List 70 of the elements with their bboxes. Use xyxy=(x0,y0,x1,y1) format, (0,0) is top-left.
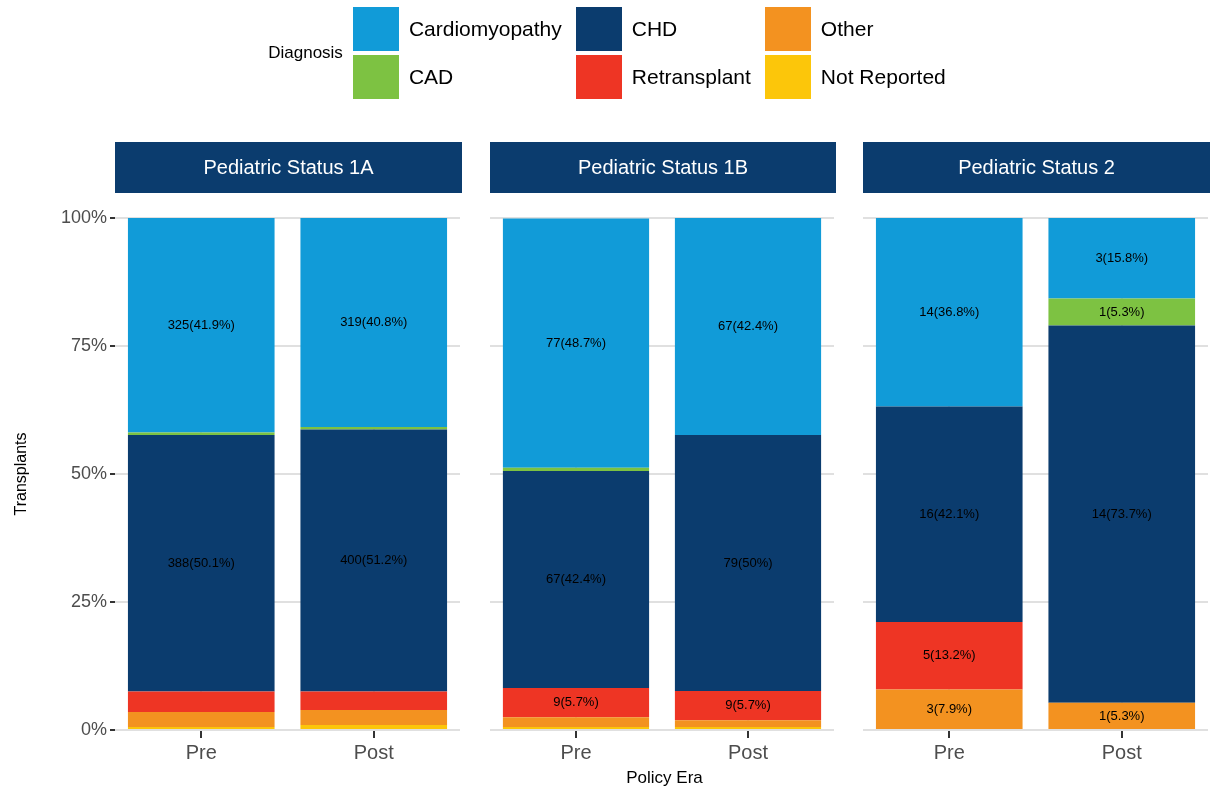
bar xyxy=(127,726,275,729)
data-label: 67(42.4%) xyxy=(718,318,778,334)
data-label: 1(5.3%) xyxy=(1098,303,1145,319)
data-label: 77(48.7%) xyxy=(546,334,606,350)
bar xyxy=(300,691,448,711)
bar xyxy=(1048,702,1196,729)
y-tick-label: 75% xyxy=(70,334,107,355)
data-label: 16(42.1%) xyxy=(919,505,980,521)
legend-label: Other xyxy=(820,17,874,41)
bar xyxy=(300,218,448,427)
data-label: 1(5.3%) xyxy=(1098,707,1145,723)
bar xyxy=(502,688,650,718)
bar xyxy=(127,691,275,713)
bar xyxy=(127,435,275,692)
legend-label: Not Reported xyxy=(820,65,946,89)
y-tick-label: 0% xyxy=(80,718,107,739)
bar xyxy=(502,470,650,689)
y-axis-title: Transplants xyxy=(12,432,30,516)
data-label: 388(50.1%) xyxy=(167,554,235,570)
data-label: 14(36.8%) xyxy=(919,303,980,319)
bar xyxy=(674,218,822,436)
x-tick-label: Post xyxy=(1101,740,1143,763)
legend-label: CAD xyxy=(408,65,454,89)
bar xyxy=(674,720,822,727)
bar xyxy=(502,726,650,729)
bar xyxy=(1048,325,1196,703)
data-label: 3(7.9%) xyxy=(926,700,973,716)
bar xyxy=(502,218,650,468)
chart-title: Pediatric Status 1B xyxy=(490,142,836,193)
bar xyxy=(674,691,822,721)
legend-label: Cardiomyopathy xyxy=(408,17,562,41)
bar xyxy=(300,710,448,725)
bar xyxy=(875,406,1023,622)
bar xyxy=(502,717,650,727)
x-tick-label: Pre xyxy=(560,740,592,763)
y-tick-label: 25% xyxy=(70,590,107,611)
bar xyxy=(502,467,650,471)
data-label: 319(40.8%) xyxy=(340,314,408,330)
legend-label: Retransplant xyxy=(631,65,751,89)
data-label: 400(51.2%) xyxy=(340,552,408,568)
x-axis-title: Policy Era xyxy=(625,768,704,788)
bar xyxy=(300,429,448,692)
data-label: 79(50%) xyxy=(723,554,773,570)
bar xyxy=(875,621,1023,690)
bar xyxy=(127,712,275,727)
x-tick-label: Post xyxy=(727,740,769,763)
bar xyxy=(300,724,448,729)
x-tick-label: Post xyxy=(353,740,395,763)
chart-title: Pediatric Status 2 xyxy=(863,142,1210,193)
bar xyxy=(875,218,1023,407)
data-label: 67(42.4%) xyxy=(546,571,606,587)
chart-title: Pediatric Status 1A xyxy=(115,142,462,193)
bar xyxy=(875,689,1023,729)
bar xyxy=(674,726,822,729)
data-label: 9(5.7%) xyxy=(725,697,771,713)
data-label: 5(13.2%) xyxy=(922,647,976,663)
data-label: 9(5.7%) xyxy=(553,694,599,710)
bar xyxy=(1048,218,1196,299)
x-tick-label: Pre xyxy=(933,740,965,763)
bar xyxy=(127,218,275,433)
y-tick-label: 50% xyxy=(70,462,107,483)
data-label: 3(15.8%) xyxy=(1095,249,1149,265)
x-tick-label: Pre xyxy=(185,740,217,763)
bar xyxy=(674,435,822,692)
y-tick-label: 100% xyxy=(60,206,107,227)
legend-title: Diagnosis xyxy=(268,43,343,63)
data-label: 325(41.9%) xyxy=(167,316,235,332)
data-label: 14(73.7%) xyxy=(1091,505,1152,521)
bar xyxy=(1048,298,1196,326)
legend-label: CHD xyxy=(631,17,678,41)
